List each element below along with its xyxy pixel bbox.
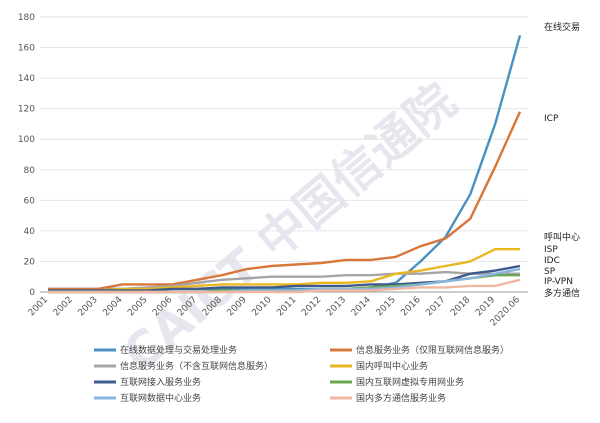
legend-label: 在线数据处理与交易处理业务 [120,344,237,356]
y-tick-label: 40 [24,227,36,237]
legend-label: 国内多方通信服务业务 [356,392,446,404]
series-line-3 [48,247,520,292]
legend-label: 信息服务业务（不含互联网信息服务） [120,360,273,372]
y-tick-label: 60 [24,196,36,206]
x-tick-label: 2002 [52,295,75,318]
watermark-text: CAICT 中国信通院 [113,73,467,383]
legend: 在线数据处理与交易处理业务 信息服务业务（仅限互联网信息服务） 信息服务业务（不含互… [94,344,509,404]
x-tick-label: 2004 [101,295,124,318]
y-tick-label: 180 [18,13,35,23]
end-label-1: ICP [544,114,559,124]
series-line-7 [48,278,521,294]
y-tick-label: 0 [29,288,35,298]
end-label-0: 在线交易 [544,21,580,33]
y-tick-label: 80 [24,166,36,176]
x-axis-ticks: 2001 2002 2003 2004 2005 2006 2007 2008 2009 2010… [27,295,522,329]
x-tick-label: 2015 [375,295,398,318]
legend-label: 互联网接入服务业务 [120,376,201,388]
x-tick-label: 2017 [424,295,447,318]
y-tick-label: 160 [18,44,35,54]
end-label-6: IP-VPN [544,277,573,287]
x-tick-label: 2010 [250,295,273,318]
x-tick-label: 2014 [350,295,373,318]
x-tick-label: 2003 [77,295,100,318]
legend-label: 国内呼叫中心业务 [356,360,428,372]
y-tick-label: 100 [18,135,35,145]
x-tick-label: 2001 [27,295,50,318]
end-label-7: 多方通信 [544,287,580,299]
x-tick-label: 2011 [275,295,298,318]
y-tick-label: 140 [18,74,35,84]
y-axis-ticks: 0 20 40 60 80 100 120 140 160 180 [18,13,35,298]
x-tick-label: 2018 [449,295,472,318]
end-label-4: IDC [544,256,560,266]
gridlines [40,16,528,293]
watermark: CAICT 中国信通院 [113,73,467,383]
x-tick-label: 2016 [399,295,422,318]
legend-label: 国内互联网虚拟专用网业务 [356,376,464,388]
y-tick-label: 120 [18,105,35,115]
x-tick-label: 2013 [325,295,348,318]
legend-label: 信息服务业务（仅限互联网信息服务） [356,344,509,356]
end-label-3: ISP [544,245,558,255]
end-label-2: 呼叫中心 [544,231,580,243]
y-tick-label: 20 [24,257,36,267]
legend-label: 互联网数据中心业务 [120,392,201,404]
x-tick-label: 2012 [300,295,323,318]
end-label-5: SP [544,267,556,277]
series-lines [48,34,522,294]
series-line-1 [48,111,522,291]
